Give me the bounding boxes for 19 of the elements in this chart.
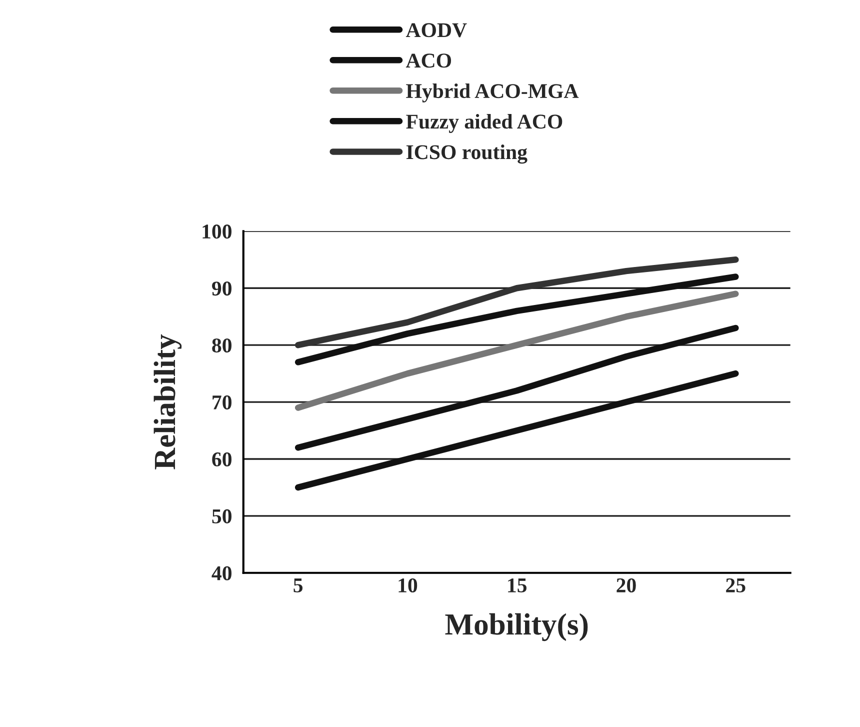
legend-label: Hybrid ACO-MGA [406, 83, 579, 102]
y-tick-label: 100 [202, 224, 232, 239]
y-tick-label: 50 [212, 509, 232, 524]
y-tick-label: 60 [212, 452, 232, 466]
legend-label: AODV [406, 23, 467, 38]
y-tick-label: 40 [212, 566, 232, 580]
x-tick-label: 20 [616, 578, 636, 592]
y-tick-label: 90 [212, 282, 232, 296]
x-tick-label: 5 [294, 578, 303, 592]
y-tick-label: 70 [212, 395, 232, 410]
legend-label: ICSO routing [406, 144, 528, 164]
x-axis-title: Mobility(s) [445, 613, 588, 642]
y-axis-title: Reliability [154, 334, 182, 470]
y-tick-label: 80 [212, 338, 232, 353]
x-tick-label: 15 [508, 578, 527, 592]
x-tick-label: 10 [398, 578, 418, 592]
x-tick-label: 25 [726, 578, 746, 592]
legend-label: ACO [406, 54, 452, 68]
legend-label: Fuzzy aided ACO [406, 114, 562, 133]
